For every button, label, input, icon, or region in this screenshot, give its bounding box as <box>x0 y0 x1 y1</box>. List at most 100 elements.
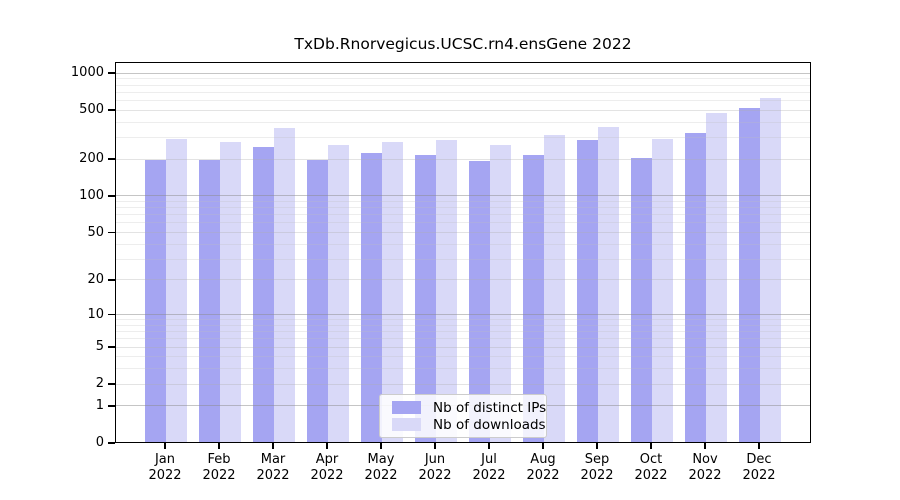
x-tick-feb <box>218 443 220 449</box>
bar-downloads-mar <box>274 128 295 442</box>
y-tick-500 <box>108 109 115 112</box>
gridline-60 <box>116 222 810 224</box>
bar-downloads-jul <box>490 144 511 442</box>
chart-title: TxDb.Rnorvegicus.UCSC.rn4.ensGene 2022 <box>294 35 632 53</box>
plot-area: Nb of distinct IPs Nb of downloads <box>115 62 811 443</box>
bar-distinct-ips-jun <box>415 154 436 442</box>
gridline-3 <box>116 368 810 370</box>
gridline-90 <box>116 200 810 202</box>
gridline-50 <box>116 231 810 233</box>
gridline-500 <box>116 109 810 111</box>
bar-distinct-ips-jan <box>145 160 166 442</box>
x-tick-label-apr: Apr 2022 <box>310 452 344 483</box>
legend-item-distinct-ips: Nb of distinct IPs <box>392 400 546 416</box>
y-tick-5 <box>108 346 115 348</box>
x-tick-may <box>380 443 382 449</box>
gridline-300 <box>116 136 810 138</box>
x-tick-oct <box>650 443 652 449</box>
bar-distinct-ips-mar <box>253 146 274 442</box>
y-tick-0 <box>108 442 115 444</box>
gridline-800 <box>116 84 810 86</box>
bar-downloads-feb <box>220 142 241 442</box>
gridline-1000 <box>116 72 810 74</box>
x-tick-jan <box>164 443 166 449</box>
x-tick-label-nov: Nov 2022 <box>688 452 722 483</box>
legend-label-downloads: Nb of downloads <box>433 416 546 433</box>
x-tick-jul <box>488 443 490 449</box>
gridline-8 <box>116 324 810 326</box>
bar-distinct-ips-aug <box>523 154 544 442</box>
y-tick-label-100: 100 <box>79 188 104 203</box>
bar-downloads-sep <box>598 126 619 442</box>
bar-downloads-oct <box>652 139 673 442</box>
gridline-7 <box>116 331 810 333</box>
gridline-10 <box>116 314 810 316</box>
y-tick-100 <box>108 195 115 197</box>
y-tick-50 <box>108 231 115 234</box>
x-tick-dec <box>758 443 760 449</box>
gridline-30 <box>116 258 810 260</box>
bar-downloads-dec <box>760 97 781 442</box>
gridline-100 <box>116 195 810 197</box>
y-tick-10 <box>108 313 115 316</box>
gridline-700 <box>116 91 810 93</box>
gridline-80 <box>116 207 810 209</box>
bar-distinct-ips-may <box>361 152 382 442</box>
y-tick-label-500: 500 <box>79 102 104 118</box>
y-tick-2 <box>108 383 115 385</box>
bar-distinct-ips-dec <box>739 107 760 442</box>
x-tick-sep <box>596 443 598 449</box>
y-tick-200 <box>108 158 115 160</box>
x-tick-label-jan: Jan 2022 <box>148 452 182 483</box>
legend-label-distinct-ips: Nb of distinct IPs <box>433 399 547 416</box>
legend-swatch-distinct-ips <box>392 401 421 414</box>
x-tick-label-dec: Dec 2022 <box>742 452 776 483</box>
x-tick-label-sep: Sep 2022 <box>580 452 614 483</box>
bar-distinct-ips-apr <box>307 160 328 442</box>
bar-distinct-ips-jul <box>469 160 490 442</box>
bar-distinct-ips-sep <box>577 140 598 442</box>
x-tick-jun <box>434 443 436 449</box>
gridline-20 <box>116 279 810 281</box>
x-tick-apr <box>326 443 328 449</box>
x-tick-aug <box>542 443 544 449</box>
gridline-900 <box>116 78 810 80</box>
gridline-9 <box>116 319 810 321</box>
y-tick-label-20: 20 <box>87 272 104 288</box>
y-tick-label-1: 1 <box>95 397 104 413</box>
x-tick-label-jul: Jul 2022 <box>472 452 506 483</box>
y-tick-label-50: 50 <box>87 224 104 240</box>
x-tick-label-mar: Mar 2022 <box>256 452 290 483</box>
x-tick-mar <box>272 443 274 449</box>
legend-swatch-downloads <box>392 418 421 431</box>
y-tick-20 <box>108 279 115 281</box>
x-tick-label-may: May 2022 <box>364 452 398 483</box>
y-tick-label-0: 0 <box>95 435 104 450</box>
legend-item-downloads: Nb of downloads <box>392 417 546 433</box>
y-tick-label-2: 2 <box>95 376 104 392</box>
bar-distinct-ips-oct <box>631 158 652 442</box>
legend: Nb of distinct IPs Nb of downloads <box>379 394 547 438</box>
bar-downloads-jan <box>166 139 187 442</box>
bar-distinct-ips-feb <box>199 159 220 442</box>
bar-downloads-may <box>382 142 403 442</box>
gridline-600 <box>116 99 810 101</box>
y-tick-label-10: 10 <box>87 306 104 322</box>
x-tick-label-feb: Feb 2022 <box>202 452 236 483</box>
x-tick-nov <box>704 443 706 449</box>
bar-downloads-nov <box>706 112 727 442</box>
gridline-6 <box>116 338 810 340</box>
gridline-5 <box>116 346 810 348</box>
gridline-200 <box>116 158 810 160</box>
gridline-2 <box>116 383 810 385</box>
gridline-4 <box>116 356 810 358</box>
x-tick-label-oct: Oct 2022 <box>634 452 668 483</box>
y-tick-1000 <box>108 72 115 75</box>
gridline-40 <box>116 243 810 245</box>
gridline-70 <box>116 214 810 216</box>
x-tick-label-jun: Jun 2022 <box>418 452 452 483</box>
y-tick-label-200: 200 <box>79 151 104 167</box>
bar-downloads-aug <box>544 134 565 442</box>
y-tick-label-1000: 1000 <box>70 65 104 81</box>
